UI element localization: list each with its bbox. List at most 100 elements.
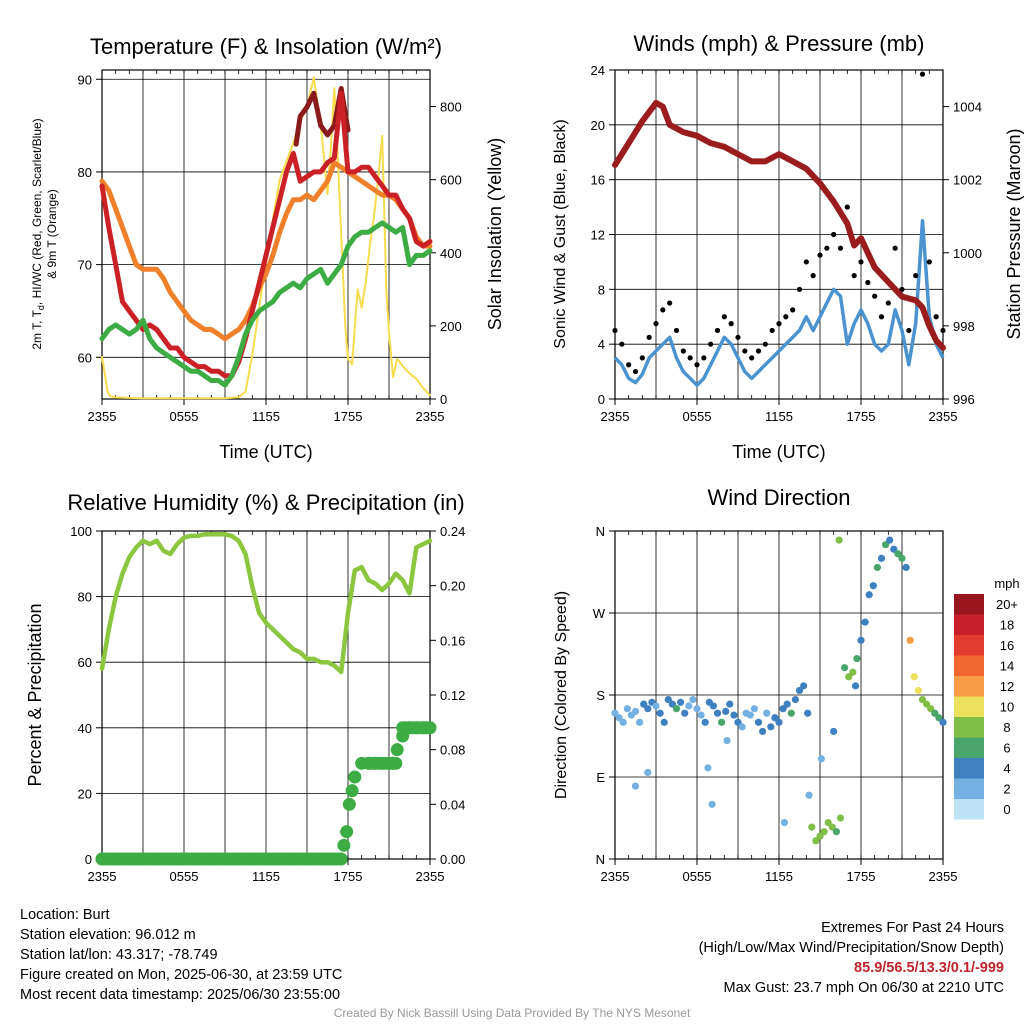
legend-swatch <box>954 655 984 676</box>
wind-direction-point <box>636 718 644 726</box>
legend-label: 0 <box>1003 802 1010 817</box>
wind-direction-point <box>644 768 652 777</box>
wind-direction-point <box>791 695 800 704</box>
gust-point <box>810 273 816 279</box>
extremes-heading: Extremes For Past 24 Hours <box>821 920 1004 936</box>
y-tick-label: 80 <box>78 165 92 180</box>
wind-direction-point <box>723 736 731 745</box>
gust-point <box>714 327 721 334</box>
wind-direction-point <box>835 536 843 544</box>
y2-tick-label: 1002 <box>953 173 982 188</box>
legend-swatch <box>954 594 984 615</box>
wind-direction-point <box>886 536 894 544</box>
wind-direction-point <box>701 718 709 726</box>
precipitation-point <box>390 743 404 757</box>
gust-point <box>844 204 850 210</box>
wind-direction-point <box>830 727 838 736</box>
y-axis-label: Percent & Precipitation <box>25 603 45 786</box>
wind-direction-point <box>851 682 860 690</box>
y-tick-label: 4 <box>598 337 605 352</box>
legend-label: 2 <box>1003 782 1010 797</box>
x-tick-label: 2355 <box>929 409 958 424</box>
wind-direction-point <box>709 702 718 710</box>
precipitation-point <box>337 838 351 852</box>
y-tick-label: 90 <box>78 72 92 87</box>
y-tick-label: 8 <box>598 282 605 297</box>
y2-tick-label: 600 <box>440 173 462 188</box>
legend-label: 6 <box>1003 741 1010 756</box>
wind-direction-point <box>877 554 886 562</box>
wind-direction-point <box>869 582 877 590</box>
y-tick-label: 12 <box>591 228 605 243</box>
extremes-values: 85.9/56.5/13.3/0.1/-999 <box>854 960 1004 976</box>
x-tick-label: 0555 <box>170 409 199 424</box>
y-tick-label: 0 <box>85 852 92 867</box>
y2-tick-label: 0.04 <box>440 797 465 812</box>
y2-tick-label: 800 <box>440 100 462 115</box>
wind-direction-point <box>914 686 923 695</box>
wind-direction-point <box>726 700 734 708</box>
y-tick-label: N <box>596 852 605 867</box>
x-tick-label: 1155 <box>765 409 793 424</box>
gust-point <box>612 327 618 334</box>
grid <box>614 531 944 859</box>
x-tick-label: 2355 <box>416 409 445 424</box>
gust-point <box>701 355 707 361</box>
wind-direction-point <box>906 636 914 644</box>
y-tick-label: 20 <box>78 786 92 801</box>
legend-label: 12 <box>1000 679 1014 694</box>
wind-direction-point <box>853 654 861 663</box>
y2-tick-label: 1004 <box>953 100 982 115</box>
panel-title: Wind Direction <box>707 485 850 510</box>
wind-direction-point <box>939 718 947 726</box>
gust-point <box>632 368 639 375</box>
y2-tick-label: 1000 <box>953 246 982 261</box>
legend-label: 20+ <box>996 597 1018 612</box>
legend-swatch <box>954 635 984 656</box>
gust-point <box>919 71 926 77</box>
y2-tick-label: 0.00 <box>440 852 465 867</box>
wind-direction-point <box>849 668 857 676</box>
gust-point <box>721 314 727 320</box>
y2-tick-label: 0.16 <box>440 633 465 648</box>
x-tick-label: 2355 <box>88 409 117 424</box>
gust-point <box>796 286 803 292</box>
y-axis-label-line2: & 9m T (Orange) <box>45 189 59 279</box>
legend-swatch <box>954 758 984 779</box>
wind-direction-point <box>685 702 693 710</box>
x-tick-label: 2355 <box>88 869 117 884</box>
x-tick-label: 2355 <box>929 869 958 884</box>
wind-direction-point <box>808 823 816 831</box>
location-text: Location: Burt <box>20 907 110 923</box>
sonic-wind-line <box>613 219 945 388</box>
gust-point <box>660 307 666 313</box>
y-tick-label: 60 <box>78 655 92 670</box>
gust-point <box>831 231 837 238</box>
precipitation-point <box>423 721 437 735</box>
wind-direction-point <box>677 698 685 706</box>
gust-point <box>755 348 762 354</box>
wind-direction-point <box>718 718 726 726</box>
wind-direction-point <box>804 709 812 717</box>
x-tick-label: 2355 <box>601 409 630 424</box>
latlon-text: Station lat/lon: 43.317; -78.749 <box>20 947 218 963</box>
y2-tick-label: 998 <box>953 319 975 334</box>
legend-swatch <box>954 799 984 820</box>
wind-direction-point <box>873 563 882 572</box>
gust-point <box>735 334 741 340</box>
wind-direction-panel: 2355 0555 1155 1755 2355 N E S W N Wind Direction D… <box>553 485 957 884</box>
gust-point <box>865 279 871 286</box>
legend-label: 14 <box>1000 659 1014 674</box>
panel-title: Winds (mph) & Pressure (mb) <box>634 31 925 56</box>
x-tick-label: 1155 <box>765 869 793 884</box>
wind-direction-point <box>713 709 722 717</box>
precipitation-point <box>348 770 362 784</box>
wind-direction-point <box>800 682 808 690</box>
grid <box>101 530 431 859</box>
y-tick-label: 60 <box>78 350 92 365</box>
9m-t-line <box>99 160 433 342</box>
legend-title: mph <box>994 576 1019 591</box>
y-axis-label-part: , HI/WC (Red, Green, Scarlet/Blue) <box>30 118 44 305</box>
wind-direction-point <box>738 723 746 731</box>
